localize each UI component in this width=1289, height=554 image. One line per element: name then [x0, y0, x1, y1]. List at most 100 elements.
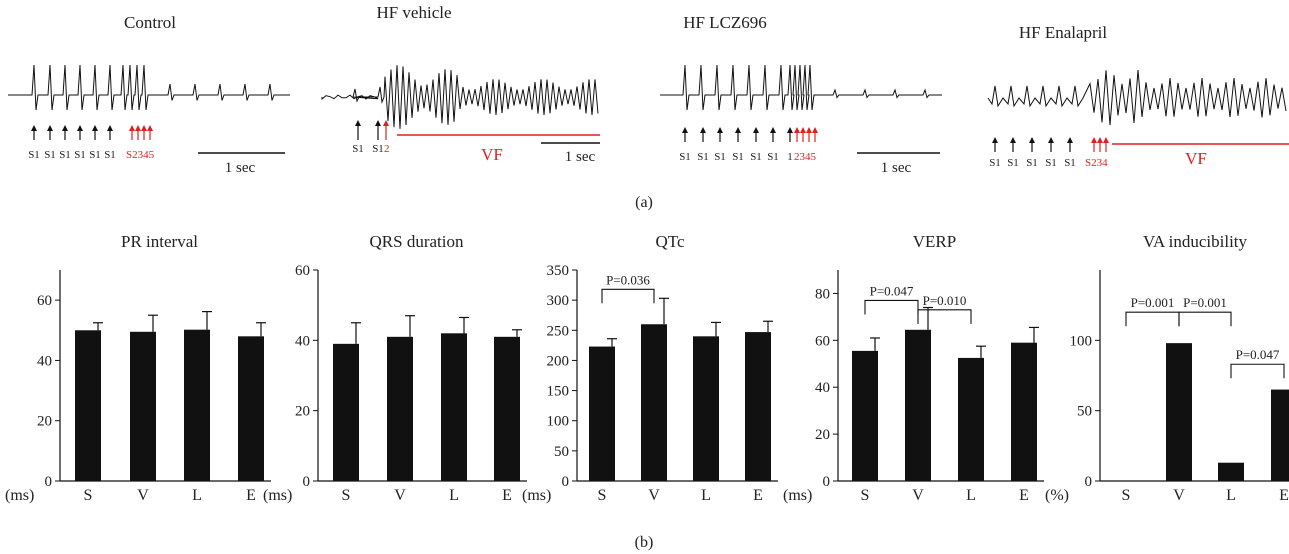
stim-label-ena-2: S1 [1026, 157, 1038, 169]
significance-bracket [1230, 363, 1285, 379]
stim-arrow-lcz-4-head [753, 127, 759, 133]
vf-label-hf-vehicle: VF [481, 145, 503, 164]
unit-label: (ms) [522, 487, 551, 504]
stim-label-lcz-1: S1 [697, 151, 709, 163]
bar [745, 332, 771, 481]
bar [1271, 389, 1289, 481]
y-tick-label: 350 [547, 263, 570, 279]
significance-bracket [601, 288, 655, 304]
bar [238, 336, 264, 481]
y-tick-label: 100 [1070, 333, 1093, 349]
bar [693, 336, 719, 481]
y-tick-label: 0 [1085, 474, 1093, 490]
significance-bracket [1178, 311, 1232, 327]
stim-label-ena-1: S1 [1007, 157, 1019, 169]
ecg-trace-control [8, 64, 290, 111]
stim-arrow-lcz-6-head [787, 127, 793, 133]
scale-label-hf-vehicle: 1 sec [565, 149, 596, 165]
category-label: S [1122, 487, 1131, 504]
bar [1218, 462, 1244, 481]
bar [75, 330, 101, 481]
stim-arrow-ena-0-head [992, 137, 998, 143]
bar [958, 357, 984, 481]
extra-label-ena: S234 [1085, 157, 1108, 169]
extra-arrow-ena-1-head [1097, 137, 1103, 143]
stim-arrow-control-1-head [47, 125, 53, 131]
extra-arrow-ena-2-head [1103, 137, 1109, 143]
stim-label-control-5: S1 [104, 149, 116, 161]
y-tick-label: 40 [37, 353, 52, 369]
extra-arrow-lcz-0-head [794, 127, 800, 133]
chart-title: VERP [913, 232, 956, 251]
ecg-trace-hf-lcz696 [660, 64, 942, 111]
y-tick-label: 100 [547, 414, 570, 430]
y-tick-label: 0 [303, 474, 311, 490]
y-tick-label: 0 [823, 474, 831, 490]
y-tick-label: 0 [45, 474, 53, 490]
y-tick-label: 50 [554, 444, 569, 460]
scale-label-control: 1 sec [225, 160, 256, 176]
y-tick-label: 40 [815, 380, 830, 396]
significance-bracket [1125, 311, 1180, 327]
unit-label: (ms) [783, 487, 812, 504]
bar [641, 324, 667, 481]
stim-arrow-control-3-head [77, 125, 83, 131]
bar [905, 329, 931, 481]
y-tick-label: 250 [547, 323, 570, 339]
category-label: V [394, 487, 406, 504]
y-tick-label: 50 [1077, 404, 1092, 420]
stim-arrow-ena-2-head [1029, 137, 1035, 143]
category-label: V [912, 487, 924, 504]
category-label: L [192, 487, 202, 504]
category-label: E [1019, 487, 1029, 504]
category-label: L [966, 487, 976, 504]
stim-arrow-lcz-1-head [700, 127, 706, 133]
chart-0: PR interval 0 20 40 60 (ms) S V L E [5, 232, 271, 504]
bar [441, 333, 467, 481]
extra-arrow-control-0-head [129, 125, 135, 131]
stim-label-control-3: S1 [74, 149, 86, 161]
chart-1: QRS duration 0 20 40 60 (ms) S V L E [263, 232, 527, 504]
category-label: E [246, 487, 256, 504]
extra-arrow-control-2-head [141, 125, 147, 131]
bar [184, 329, 210, 481]
bar [589, 346, 615, 481]
y-tick-label: 60 [295, 263, 310, 279]
extra-label-control: S2345 [126, 149, 155, 161]
y-tick-label: 60 [37, 293, 52, 309]
significance-label: P=0.010 [923, 293, 967, 308]
y-tick-label: 300 [547, 293, 570, 309]
category-label: S [861, 487, 870, 504]
stim-arrow-control-2-head [62, 125, 68, 131]
category-label: S [342, 487, 351, 504]
chart-title: VA inducibility [1143, 232, 1248, 251]
chart-3: VERP 0 20 40 60 80 (ms) S V L E P=0.047 P=0.010 [783, 232, 1044, 504]
vf-label-hf-enalapril: VF [1185, 149, 1207, 168]
panel-label-a: (a) [635, 194, 653, 211]
extra-label-hfv: 2 [384, 143, 390, 155]
stim-label-lcz-0: S1 [679, 151, 691, 163]
trace-title-control: Control [124, 13, 176, 32]
stim-label-lcz-5: S1 [767, 151, 779, 163]
stim-arrow-control-0-head [31, 125, 37, 131]
unit-label: (ms) [5, 487, 34, 504]
category-label: L [449, 487, 459, 504]
chart-title: QRS duration [370, 232, 464, 251]
unit-label: (%) [1045, 487, 1069, 504]
extra-arrow-control-3-head [147, 125, 153, 131]
stim-arrow-lcz-5-head [770, 127, 776, 133]
significance-label: P=0.047 [1236, 347, 1280, 362]
extra-arrow-lcz-2-head [806, 127, 812, 133]
trace-title-hf-enalapril: HF Enalapril [1019, 23, 1108, 42]
chart-title: PR interval [121, 232, 198, 251]
y-tick-label: 20 [815, 427, 830, 443]
extra-arrow-hfv-head [383, 120, 389, 126]
stim-arrow-lcz-3-head [735, 127, 741, 133]
y-tick-label: 60 [815, 333, 830, 349]
category-label: S [598, 487, 607, 504]
stim-arrow-control-4-head [92, 125, 98, 131]
stim-label-lcz-3: S1 [732, 151, 744, 163]
scale-label-hf-lcz696: 1 sec [881, 160, 912, 176]
stim-label-ena-4: S1 [1064, 157, 1076, 169]
